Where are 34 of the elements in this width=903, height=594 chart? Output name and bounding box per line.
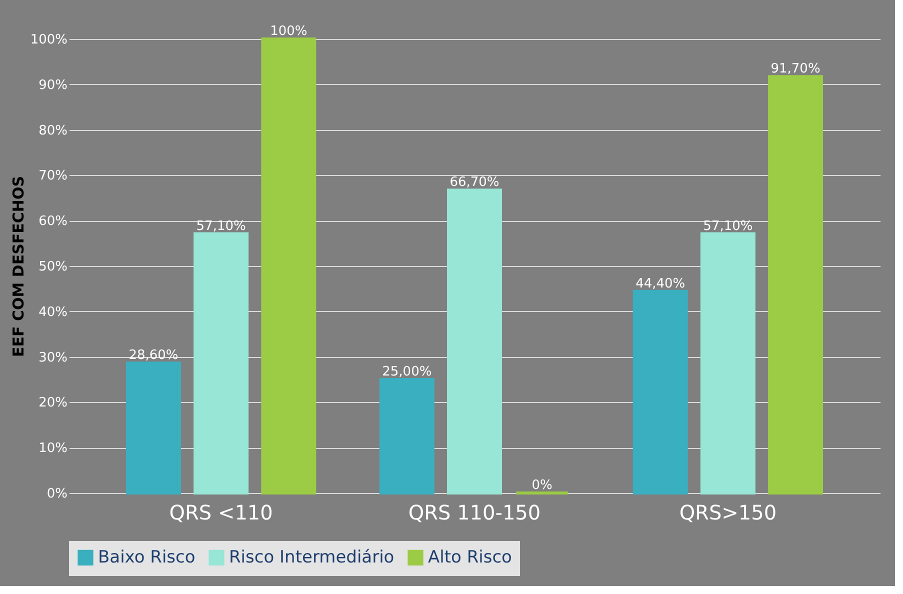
data-label: 25,00% (382, 364, 432, 380)
bar (126, 362, 181, 494)
y-tick-label: 10% (38, 441, 68, 456)
y-tick-label: 70% (38, 168, 68, 184)
y-tick-label: 90% (38, 78, 68, 93)
y-tick-label: 100% (30, 32, 68, 48)
bar (379, 378, 434, 494)
y-tick-label: 80% (38, 123, 68, 138)
data-label: 91,70% (770, 62, 820, 77)
x-tick-label: QRS 110-150 (408, 500, 541, 524)
data-label: 57,10% (703, 218, 753, 234)
x-tick-label: QRS <110 (169, 500, 273, 524)
bar (194, 232, 249, 494)
data-label: 57,10% (196, 218, 246, 234)
y-tick-label: 60% (38, 214, 68, 230)
bar (768, 75, 824, 494)
data-label: 0% (532, 478, 552, 493)
y-tick-label: 50% (38, 260, 68, 274)
data-label: 100% (270, 24, 308, 39)
y-tick-label: 20% (38, 396, 68, 411)
bar (700, 232, 756, 494)
legend-label: Baixo Risco (98, 548, 196, 568)
y-tick-label: 30% (38, 350, 68, 366)
x-tick-label: QRS>150 (679, 500, 777, 524)
data-label: 66,70% (450, 175, 500, 190)
bar (632, 290, 688, 494)
data-label: 44,40% (636, 276, 686, 292)
legend-label: Alto Risco (428, 548, 512, 568)
y-axis-title: EEF COM DESFECHOS (9, 176, 28, 357)
bar (261, 38, 316, 494)
legend-label: Risco Intermediário (229, 548, 394, 568)
y-tick-label: 0% (46, 486, 68, 502)
bar (447, 188, 502, 494)
y-tick-label: 40% (38, 304, 68, 320)
